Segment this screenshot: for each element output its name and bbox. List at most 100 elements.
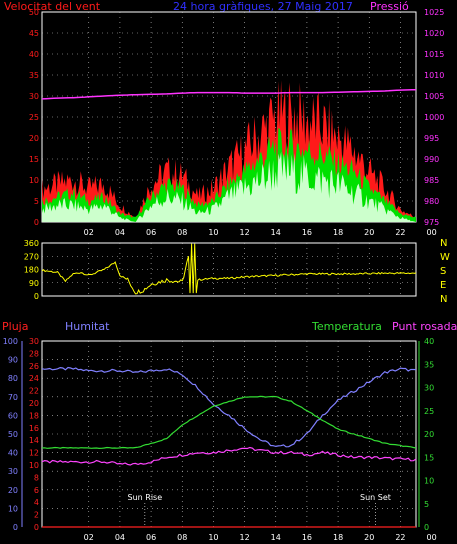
compass-label: N <box>440 294 447 305</box>
humidity-tick-label: 90 <box>8 356 18 365</box>
pressure-tick-label: 1000 <box>424 113 444 122</box>
x-tick-label: 02 <box>84 533 94 542</box>
humidity-tick-label: 30 <box>8 467 18 476</box>
pressure-tick-label: 990 <box>424 155 439 164</box>
wind-tick-label: 5 <box>34 197 39 206</box>
x-tick-label: 10 <box>208 533 218 542</box>
dewpoint-axis-title: Punt rosada <box>392 320 457 333</box>
humidity-tick-label: 10 <box>8 504 18 513</box>
rain-tick-label: 12 <box>29 449 39 458</box>
wind-tick-label: 10 <box>29 176 39 185</box>
pressure-tick-label: 980 <box>424 197 439 206</box>
humidity-axis-title: Humitat <box>65 320 110 333</box>
chart-title: 24 hora gràfiques, 27 Maig 2017 <box>173 0 353 13</box>
x-tick-label: 12 <box>239 533 249 542</box>
direction-tick-label: 90 <box>29 279 39 288</box>
humidity-tick-label: 100 <box>3 337 18 346</box>
pressure-tick-label: 985 <box>424 176 439 185</box>
temperature-tick-label: 15 <box>424 453 434 462</box>
compass-label: E <box>440 280 446 291</box>
dewpoint-line <box>41 446 417 466</box>
pressure-tick-label: 1005 <box>424 92 444 101</box>
rain-tick-label: 30 <box>29 337 39 346</box>
grid <box>41 242 417 297</box>
temperature-tick-label: 30 <box>424 384 434 393</box>
wind-series <box>41 80 417 222</box>
rain-tick-label: 28 <box>29 349 39 358</box>
direction-line <box>41 243 417 295</box>
humidity-tick-label: 0 <box>13 523 18 532</box>
x-tick-label: 12 <box>239 228 249 237</box>
direction-tick-label: 180 <box>24 266 39 275</box>
x-tick-label: 22 <box>395 228 405 237</box>
pressure-tick-label: 975 <box>424 218 439 227</box>
rain-tick-label: 0 <box>34 523 39 532</box>
sunrise-label: Sun Rise <box>128 493 163 502</box>
x-tick-label: 04 <box>115 533 125 542</box>
x-tick-label: 06 <box>146 533 156 542</box>
wind-low-area <box>42 151 416 222</box>
humidity-tick-label: 70 <box>8 393 18 402</box>
x-tick-label: 18 <box>333 533 343 542</box>
temperature-tick-label: 5 <box>424 500 429 509</box>
humidity-temperature-panel: Pluja Humitat Temperatura Punt rosada 0 1… <box>2 320 457 542</box>
humidity-tick-label: 50 <box>8 430 18 439</box>
grid <box>21 340 420 528</box>
pressure-line <box>41 88 417 100</box>
humidity-tick-label: 40 <box>8 449 18 458</box>
rain-tick-label: 6 <box>34 486 39 495</box>
wind-tick-label: 20 <box>29 134 39 143</box>
temperature-tick-label: 40 <box>424 337 434 346</box>
rain-tick-label: 2 <box>34 511 39 520</box>
plot-frame <box>41 242 417 297</box>
rain-tick-label: 4 <box>34 498 39 507</box>
temperature-tick-label: 35 <box>424 360 434 369</box>
x-tick-label: 16 <box>302 228 312 237</box>
rain-tick-label: 10 <box>29 461 39 470</box>
temperature-tick-label: 25 <box>424 407 434 416</box>
direction-tick-label: 360 <box>24 239 39 248</box>
pressure-tick-label: 1010 <box>424 71 444 80</box>
compass-label: W <box>440 252 450 263</box>
pressure-tick-label: 1020 <box>424 29 444 38</box>
wind-tick-label: 0 <box>34 218 39 227</box>
pressure-axis-title: Pressió <box>370 0 409 13</box>
wind-tick-label: 30 <box>29 92 39 101</box>
x-tick-label: 10 <box>208 228 218 237</box>
humidity-tick-label: 60 <box>8 411 18 420</box>
pressure-tick-label: 1025 <box>424 8 444 17</box>
wind-tick-label: 50 <box>29 8 39 17</box>
temperature-axis-title: Temperatura <box>311 320 382 333</box>
humidity-temp-series <box>41 366 417 528</box>
rain-tick-label: 20 <box>29 399 39 408</box>
rain-tick-label: 18 <box>29 411 39 420</box>
rain-axis-title: Pluja <box>2 320 28 333</box>
x-tick-label: 14 <box>271 228 281 237</box>
rain-tick-label: 26 <box>29 362 39 371</box>
humidity-line <box>41 366 417 448</box>
x-tick-label: 14 <box>271 533 281 542</box>
pressure-tick-label: 995 <box>424 134 439 143</box>
x-tick-label: 18 <box>333 228 343 237</box>
x-tick-label: 16 <box>302 533 312 542</box>
x-tick-label: 08 <box>177 228 187 237</box>
x-tick-label: 20 <box>364 228 374 237</box>
humidity-tick-label: 20 <box>8 486 18 495</box>
x-tick-label: 06 <box>146 228 156 237</box>
wind-pressure-panel: Velocitat del vent 24 hora gràfiques, 27… <box>4 0 444 237</box>
humidity-tick-label: 80 <box>8 374 18 383</box>
temperature-line <box>41 395 417 450</box>
rain-tick-label: 14 <box>29 436 39 445</box>
rain-tick-label: 8 <box>34 473 39 482</box>
x-tick-label: 04 <box>115 228 125 237</box>
rain-tick-label: 16 <box>29 424 39 433</box>
wind-tick-label: 25 <box>29 113 39 122</box>
x-tick-label: 20 <box>364 533 374 542</box>
x-tick-label: 00 <box>426 533 436 542</box>
rain-tick-label: 24 <box>29 374 39 383</box>
direction-tick-label: 0 <box>34 292 39 301</box>
tick-labels: 0102030405060708090100024681012141618202… <box>3 337 437 542</box>
